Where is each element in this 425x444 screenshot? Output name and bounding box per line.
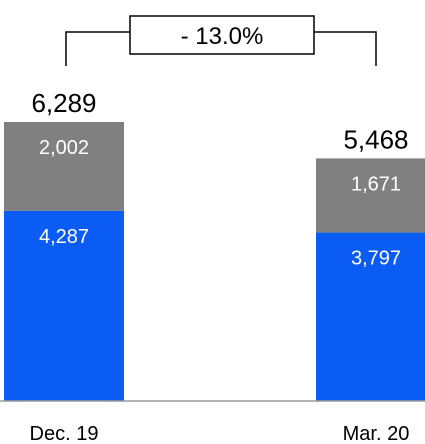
change-box [129, 15, 315, 55]
data-label-dec-19-1: 2,002 [39, 137, 89, 159]
data-label-mar-20-1: 1,671 [351, 173, 401, 195]
x-tick-label-mar-20: Mar. 20 [343, 423, 410, 444]
change-label: - 13.0% [181, 23, 264, 50]
bar-segment-dec-19-0 [4, 210, 124, 401]
data-label-mar-20-0: 3,797 [351, 248, 401, 270]
total-label-mar-20: 5,468 [343, 124, 408, 154]
x-tick-label-dec-19: Dec. 19 [30, 423, 99, 444]
bar-segment-mar-20-0 [316, 232, 425, 401]
bar-segment-dec-19-1 [4, 122, 124, 211]
data-label-dec-19-0: 4,287 [39, 226, 89, 248]
change-bracket [65, 31, 377, 66]
bar-segment-mar-20-1 [316, 158, 425, 233]
bars-group [4, 122, 425, 401]
labels-group: 4,287 2,002 6,289 3,797 1,671 5,468 [31, 88, 408, 270]
total-label-dec-19: 6,289 [31, 88, 96, 118]
